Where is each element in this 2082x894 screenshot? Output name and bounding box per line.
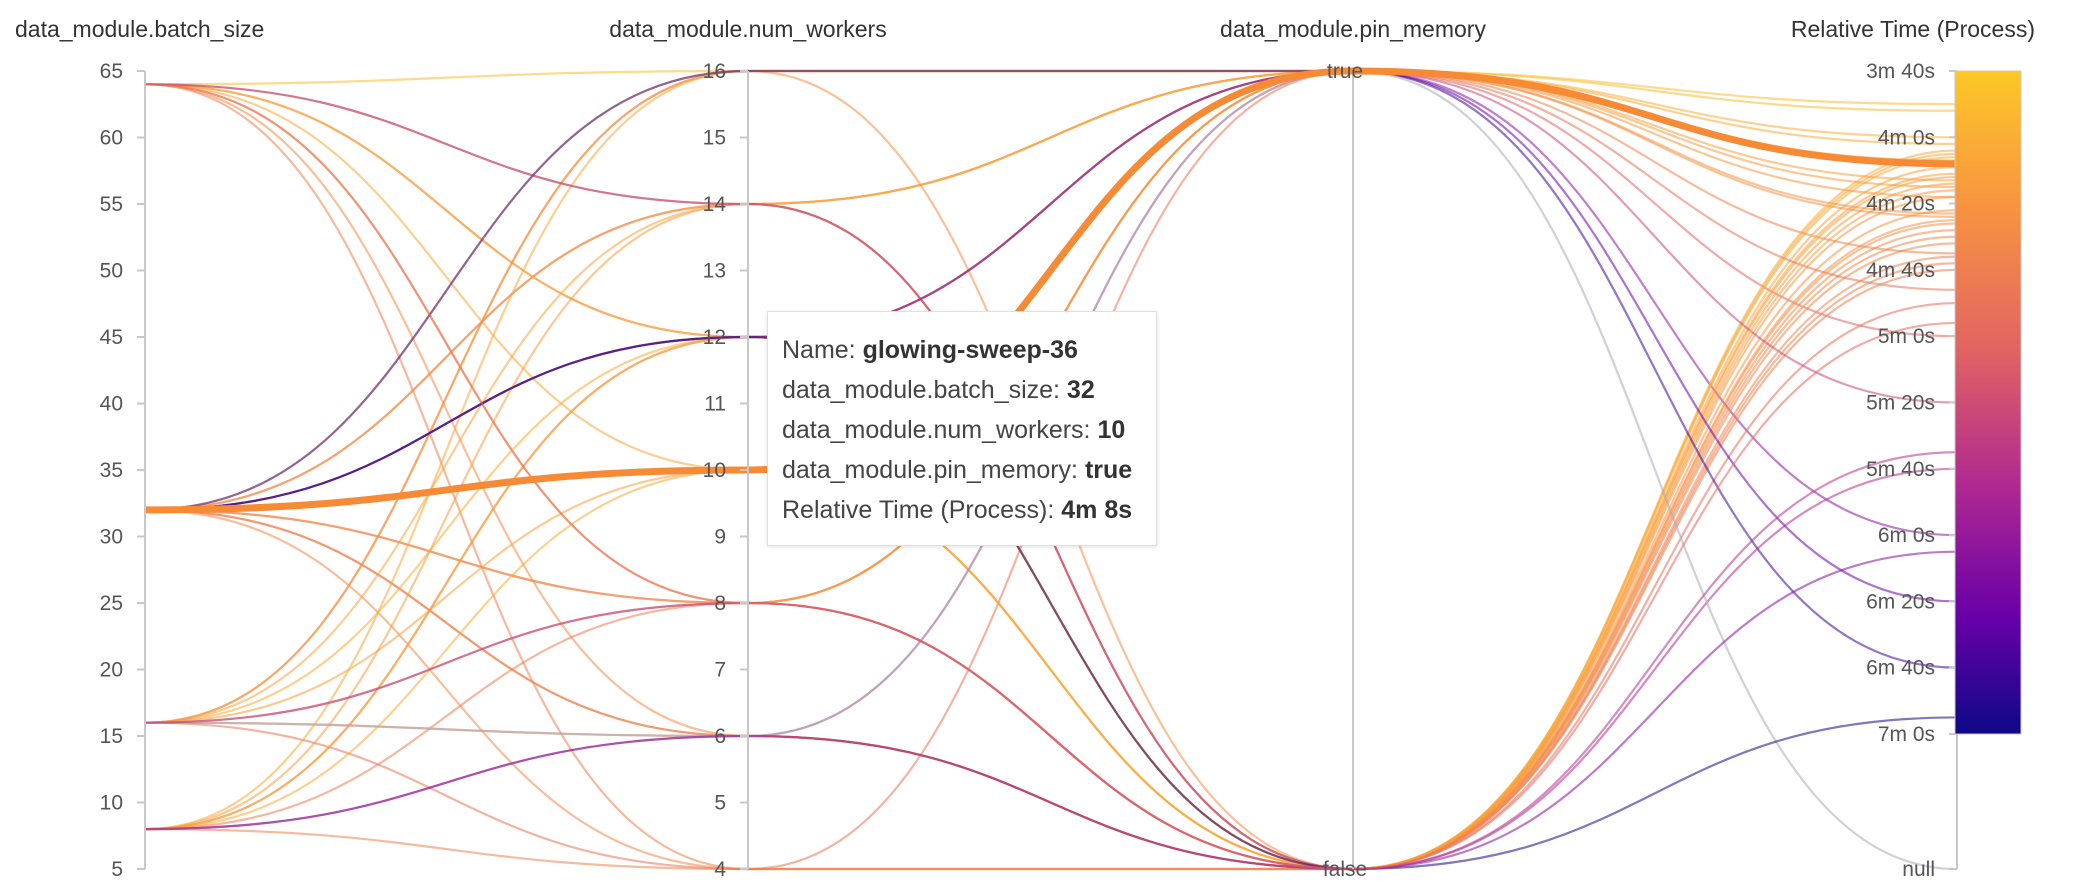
tooltip-value: glowing-sweep-36 [862, 336, 1078, 364]
axis-title-pin_memory: data_module.pin_memory [1220, 16, 1486, 42]
tick-label-time: 5m 0s [1878, 325, 1935, 348]
tick-label-batch_size: 10 [100, 792, 123, 815]
run-line[interactable] [144, 69, 1958, 669]
tick-label-num_workers: 16 [703, 60, 726, 83]
tooltip-label: Relative Time (Process): [782, 496, 1062, 524]
tooltip-row-num-workers: data_module.num_workers: 10 [782, 410, 1142, 450]
tick-label-num_workers: 13 [703, 260, 726, 283]
tick-label-num_workers: 7 [714, 659, 726, 682]
tooltip-value: 10 [1097, 416, 1126, 444]
run-tooltip: Name: glowing-sweep-36 data_module.batch… [767, 311, 1157, 546]
tick-label-num_workers: 15 [703, 127, 726, 150]
tick-label-batch_size: 45 [100, 326, 123, 349]
tooltip-label: data_module.pin_memory: [782, 456, 1085, 484]
tick-label-batch_size: 65 [100, 60, 123, 83]
tick-label-batch_size: 35 [100, 459, 123, 482]
tick-label-batch_size: 15 [100, 725, 123, 748]
run-line[interactable] [144, 69, 1958, 871]
tooltip-row-name: Name: glowing-sweep-36 [782, 330, 1142, 370]
tooltip-label: Name: [782, 336, 863, 364]
axis-title-time: Relative Time (Process) [1791, 16, 2035, 42]
tick-label-time: 5m 40s [1866, 458, 1935, 481]
run-line[interactable] [144, 83, 1958, 871]
tooltip-value: 32 [1066, 376, 1095, 404]
tooltip-label: data_module.num_workers: [782, 416, 1098, 444]
tick-label-time: 3m 40s [1866, 60, 1935, 83]
tick-label-num_workers: 8 [714, 592, 726, 615]
tick-label-time: 4m 40s [1866, 259, 1935, 282]
tick-label-batch_size: 40 [100, 393, 123, 416]
tooltip-label: data_module.batch_size: [782, 376, 1067, 404]
tick-label-time: 6m 20s [1866, 590, 1935, 613]
tick-label-batch_size: 20 [100, 659, 123, 682]
run-line[interactable] [144, 69, 1958, 106]
tick-label-time: 4m 0s [1878, 126, 1935, 149]
tick-label-time: 6m 0s [1878, 524, 1935, 547]
axis-title-num_workers: data_module.num_workers [609, 16, 886, 42]
tooltip-row-pin-memory: data_module.pin_memory: true [782, 450, 1142, 490]
tick-label-batch_size: 5 [111, 858, 123, 881]
tooltip-row-relative-time: Relative Time (Process): 4m 8s [782, 490, 1142, 530]
tooltip-value: 4m 8s [1061, 496, 1133, 524]
tick-label-pin_memory: false [1323, 858, 1367, 881]
tick-label-num_workers: 9 [714, 526, 726, 549]
tooltip-value: true [1084, 456, 1133, 484]
tick-label-num_workers: 5 [714, 792, 726, 815]
axis-title-batch_size: data_module.batch_size [15, 16, 264, 42]
tick-label-time: 4m 20s [1866, 193, 1935, 216]
tick-label-time: 5m 20s [1866, 392, 1935, 415]
tick-label-batch_size: 55 [100, 193, 123, 216]
run-line[interactable] [144, 255, 1958, 871]
tick-label-batch_size: 25 [100, 592, 123, 615]
tick-label-pin_memory: true [1327, 60, 1363, 83]
run-line-highlighted[interactable] [144, 67, 1958, 514]
tick-label-num_workers: 6 [714, 725, 726, 748]
run-line[interactable] [144, 83, 1958, 871]
tick-label-num_workers: 11 [704, 393, 726, 416]
tick-label-num_workers: 4 [714, 858, 726, 881]
tick-label-num_workers: 14 [703, 193, 727, 216]
tick-label-num_workers: 12 [703, 326, 726, 349]
tick-label-batch_size: 50 [100, 260, 123, 283]
run-line[interactable] [144, 335, 1958, 871]
tick-label-null: null [1902, 858, 1935, 881]
tick-label-time: 6m 40s [1866, 657, 1935, 680]
tick-label-time: 7m 0s [1878, 723, 1935, 746]
tick-label-num_workers: 10 [703, 459, 726, 482]
colorbar [1954, 70, 2022, 735]
tick-label-batch_size: 30 [100, 526, 123, 549]
tick-label-batch_size: 60 [100, 127, 123, 150]
tooltip-row-batch-size: data_module.batch_size: 32 [782, 370, 1142, 410]
run-line[interactable] [144, 550, 1958, 871]
run-line[interactable] [144, 149, 1958, 871]
